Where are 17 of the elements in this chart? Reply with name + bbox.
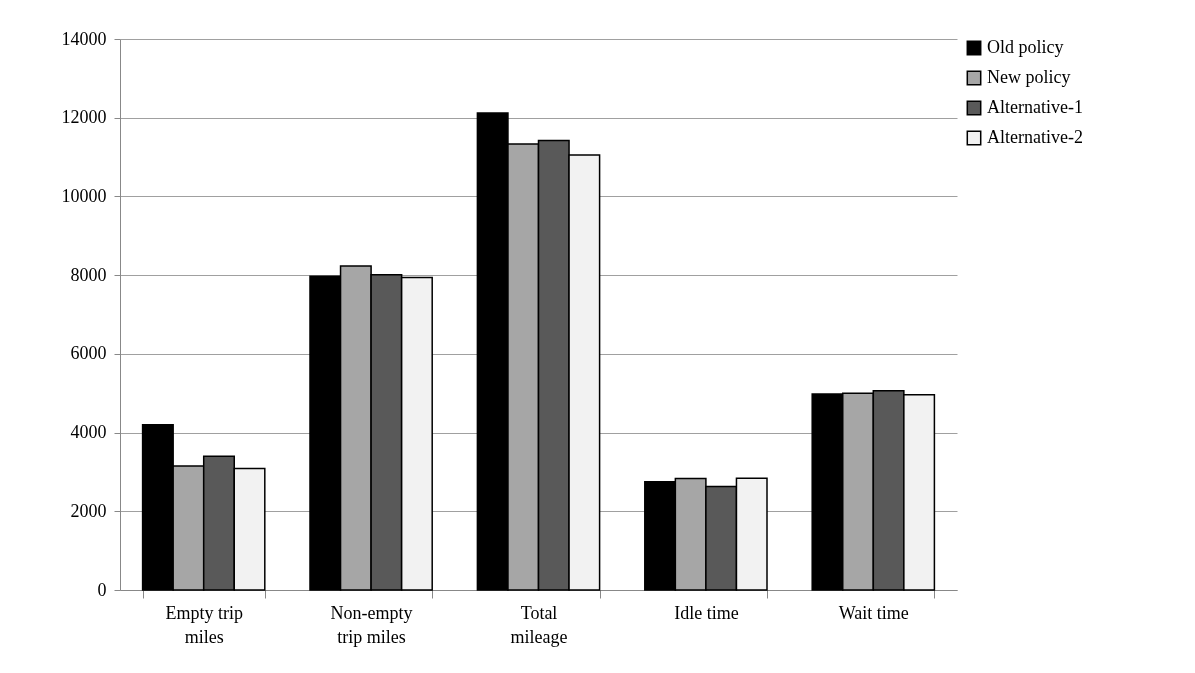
y-tick-label: 0 <box>97 579 107 600</box>
y-tick-label: 12000 <box>61 107 107 128</box>
x-tick-label: Empty trip miles <box>165 602 243 647</box>
legend-label: Alternative-2 <box>987 127 1083 147</box>
x-tick-label: Wait time <box>838 602 909 623</box>
y-tick-label: 10000 <box>61 185 107 206</box>
legend-label: Alternative-1 <box>987 97 1083 117</box>
x-tick-label: Non-empty trip miles <box>330 602 413 647</box>
y-tick-label: 14000 <box>61 28 107 49</box>
y-tick-label: 2000 <box>70 500 107 521</box>
legend-label: Old policy <box>987 37 1064 57</box>
x-tick-label: Idle time <box>674 602 739 623</box>
legend-label: New policy <box>987 67 1071 87</box>
y-tick-label: 8000 <box>70 264 107 285</box>
y-tick-label: 6000 <box>70 343 107 364</box>
x-tick-label: Total mileage <box>510 602 568 647</box>
y-tick-label: 4000 <box>70 422 107 443</box>
